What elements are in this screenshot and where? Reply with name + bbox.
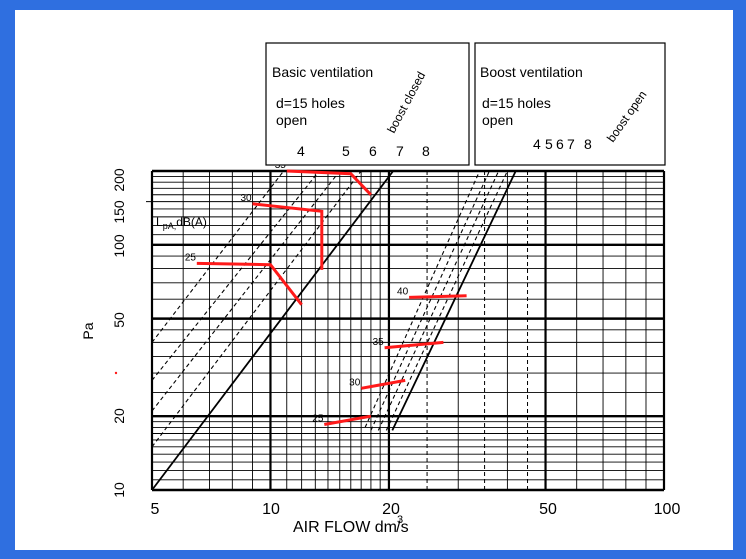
sound-level-label: 30 [240,193,252,204]
y-tick-label: 200 [111,168,127,192]
x-tick-label: 5 [151,501,160,518]
sound-level-line-35 [286,169,372,196]
boost-curve-label-8: 8 [584,136,592,152]
sound-level-line-40 [409,294,467,299]
y-tick-label: 50 [111,312,127,328]
boost-box-frame [474,42,666,166]
x-tick-label: 10 [262,501,280,518]
x-tick-label: 20 [382,501,400,518]
sound-level-label-main: L [156,215,163,229]
basic-box-line2: open [276,112,307,128]
basic-curve-label-5: 5 [342,143,350,159]
y-tick-label: 20 [111,408,127,424]
boost-ventilation-box: Boost ventilation d=15 holes open boost … [474,42,666,166]
y-tick-label: 150 [111,200,127,224]
x-tick-labels: 5 10 20 50 100 [151,501,681,518]
y-tick-label: 100 [111,234,127,258]
sound-level-line-30 [360,378,406,390]
x-tick-label: 100 [654,501,681,518]
basic-curve-label-4: 4 [297,143,305,159]
basic-box-line1: d=15 holes [276,95,345,111]
basic-box-title: Basic ventilation [272,64,373,80]
sound-level-line-25 [324,414,372,426]
basic-ventilation-box: Basic ventilation d=15 holes open boost … [265,42,470,166]
sound-level-label: 40 [397,286,409,297]
basic-curve-label-6: 6 [369,143,377,159]
boost-curve-8 [391,170,517,431]
boost-curve-label-6: 6 [556,136,564,152]
basic-curve-label-8: 8 [422,143,430,159]
basic-curve-8 [151,170,394,491]
boost-curve-label-4: 4 [533,136,541,152]
sound-level-label-rest: dB(A) [176,215,207,229]
sound-level-line-25 [196,261,303,306]
basic-curve-7 [151,170,362,448]
x-axis-title-main: AIR FLOW dm [293,519,397,536]
sound-level-label-sub: pA, [163,221,177,231]
stray-mark [114,371,118,375]
y-tick-label: 10 [111,482,127,498]
minor-grid [146,171,664,490]
sound-level-axis-label: LpA,dB(A) [156,215,207,231]
boost-curve-label-7: 7 [567,136,575,152]
basic-box-frame [265,42,470,166]
x-axis-title-unit: /s [396,519,408,536]
basic-curve-4 [151,170,285,343]
x-tick-label: 50 [539,501,557,518]
sound-level-label: 30 [349,377,361,388]
sound-level-line-35 [384,340,444,350]
sound-level-label: 35 [373,337,385,348]
y-axis-title: Pa [80,322,96,339]
basic-curve-label-7: 7 [396,143,404,159]
sound-level-line-30 [252,202,324,270]
boost-box-line1: d=15 holes [482,95,551,111]
boost-curve-4 [364,170,481,428]
basic-curve-labels: 4 5 6 7 8 [297,143,430,159]
basic-curve-5 [151,170,320,381]
boost-curve-label-5: 5 [545,136,553,152]
major-grid [150,169,666,492]
boost-curve-7 [385,170,508,431]
x-axis-title-super: 3 [397,514,403,526]
sound-level-label: 25 [185,252,197,263]
boost-curve-5 [370,170,490,431]
boost-curve-6 [377,170,500,431]
boost-box-title: Boost ventilation [480,64,583,80]
y-tick-labels: 10 20 50 100 150 200 [111,168,127,498]
boost-box-line2: open [482,112,513,128]
sound-level-label: 25 [312,413,324,424]
x-axis-title: AIR FLOW dm3/s [293,514,409,536]
boost-curve-labels: 4 5 6 7 8 [533,136,592,152]
